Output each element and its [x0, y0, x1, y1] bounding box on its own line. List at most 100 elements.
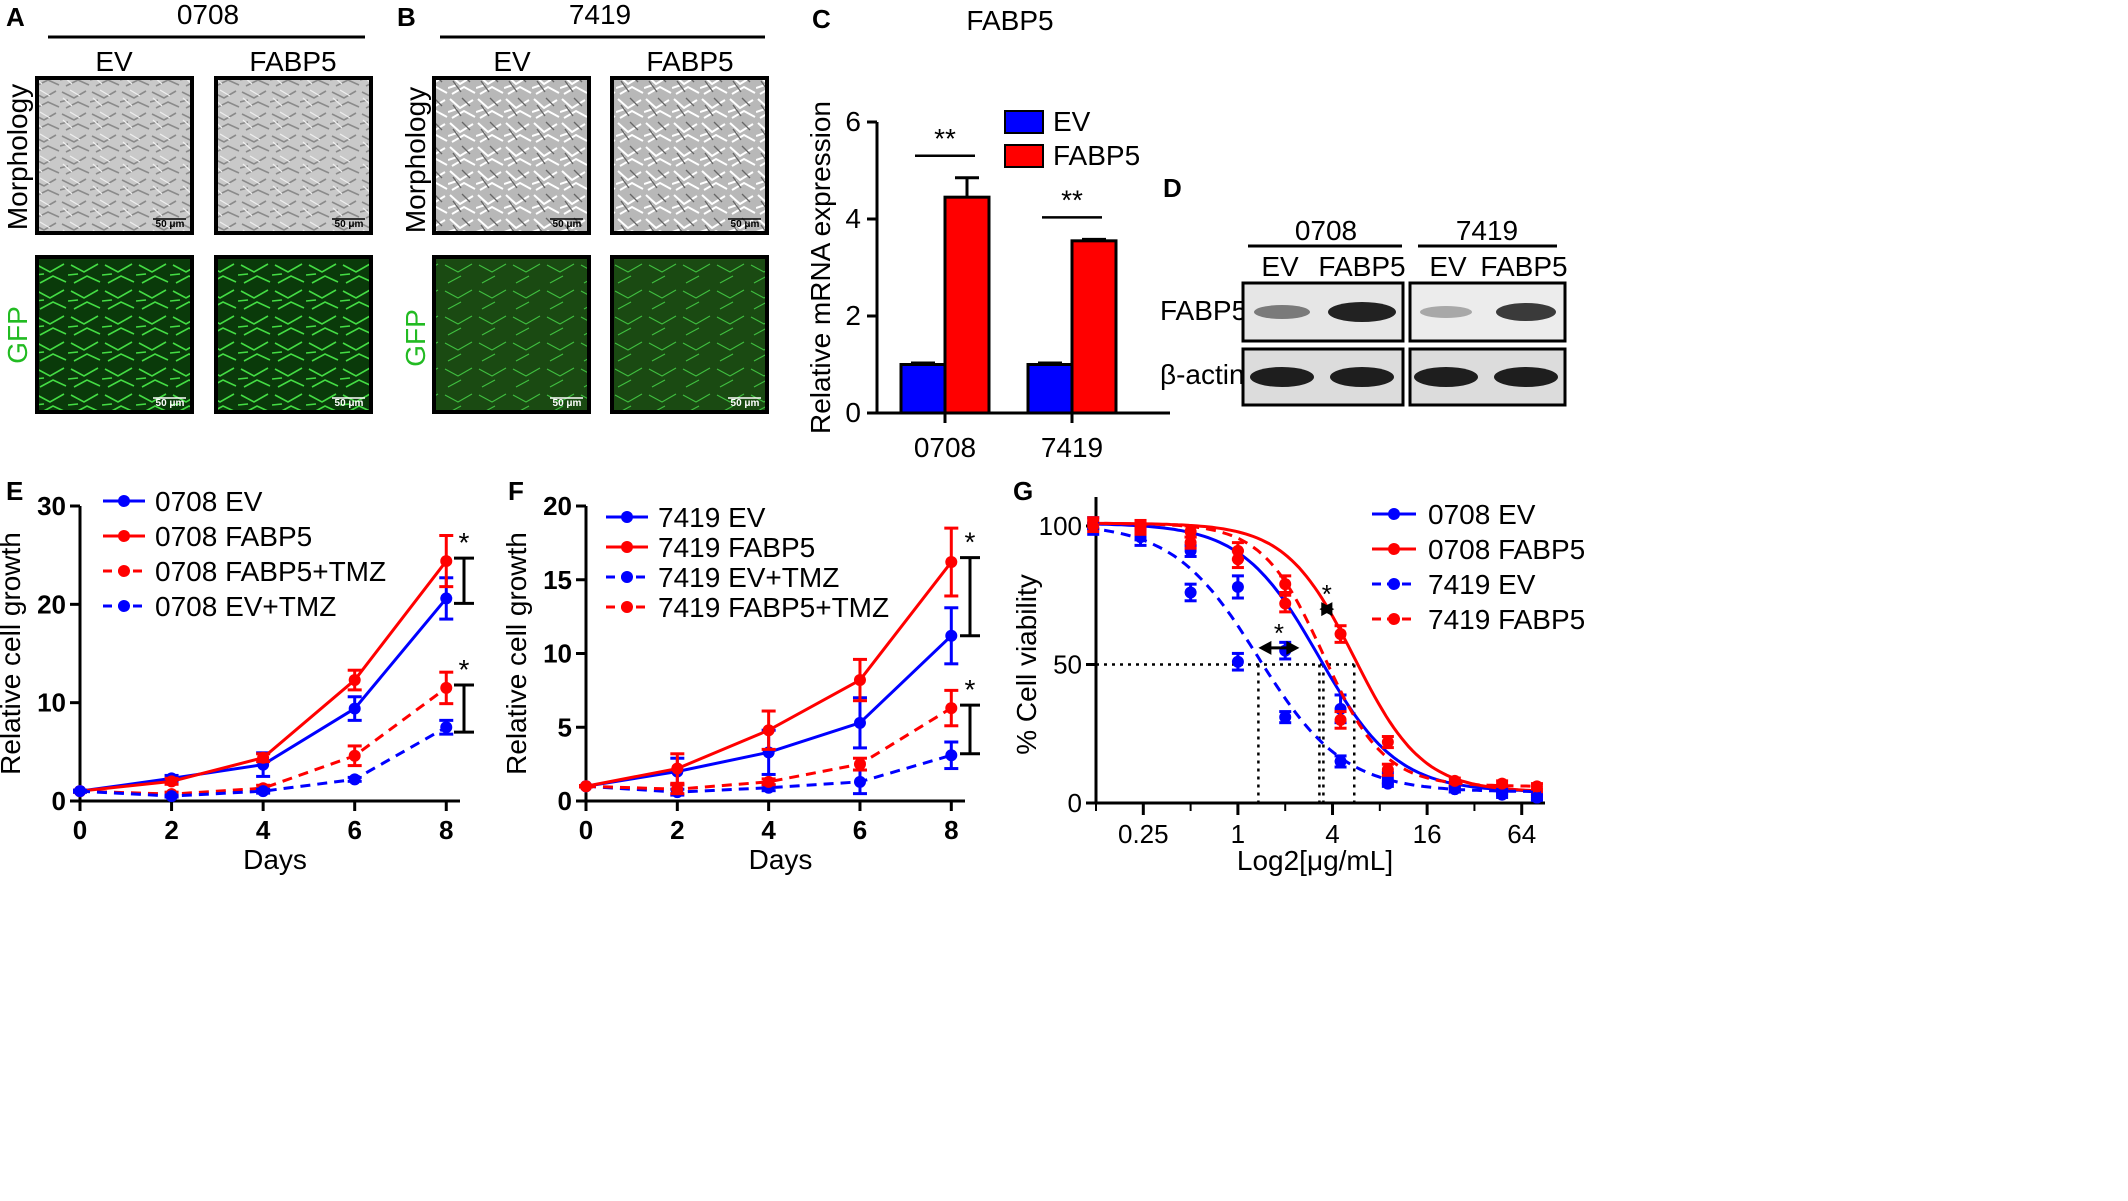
panel-a-letter: A: [6, 2, 25, 32]
data-point: [1231, 553, 1244, 566]
bar-ev-7419: [1026, 363, 1074, 415]
x-tick-label: 8: [944, 815, 958, 845]
x-tick-label: 6: [853, 815, 867, 845]
y-tick-label: 20: [37, 589, 66, 619]
data-point: [74, 785, 86, 798]
panel-c-letter: C: [812, 4, 831, 34]
legend-swatch: [1004, 110, 1044, 134]
y-tick-label: 10: [37, 688, 66, 718]
legend-marker: [1388, 578, 1400, 590]
panel-c: C FABP5 Relative mRNA expression 0 2 4 6 0708 *…: [805, 4, 1170, 463]
series-line-7419-ev-tmz: [585, 753, 952, 794]
panel-d: D 0708 7419 EV FABP5 EV FABP5 FABP5 β-ac…: [1160, 173, 1568, 407]
y-axis-label: Relative mRNA expression: [805, 101, 836, 434]
scale-label: 50 μm: [731, 219, 760, 230]
data-point: [1381, 736, 1394, 749]
bar-ev-0708: [899, 363, 947, 415]
fit-curve-7419-fabp5: [1087, 521, 1542, 788]
x-axis-label: Days: [749, 844, 813, 875]
legend-label: 7419 FABP5: [1428, 604, 1585, 635]
legend-label: 7419 FABP5: [658, 532, 815, 563]
legend-marker: [118, 565, 130, 577]
x-tick-label: 4: [761, 815, 776, 845]
fit-curve-7419-ev: [1087, 526, 1542, 794]
legend-marker: [118, 495, 130, 507]
scale-label: 50 μm: [335, 219, 364, 230]
x-tick-label: 0: [579, 815, 593, 845]
data-point: [1087, 520, 1100, 532]
panel-d-line2-label: 7419: [1456, 215, 1518, 246]
panel-d-row-actin: β-actin: [1160, 359, 1245, 390]
data-point: [1448, 774, 1461, 787]
data-point: [440, 555, 453, 568]
data-point: [762, 775, 775, 788]
y-tick-label: 100: [1039, 511, 1082, 541]
chart-title: FABP5: [966, 5, 1053, 36]
scale-label: 50 μm: [553, 219, 582, 230]
panel-f-letter: F: [508, 476, 524, 506]
data-point: [1381, 763, 1394, 776]
legend-label: 0708 EV+TMZ: [155, 591, 336, 622]
band: [1496, 303, 1556, 321]
panel-a: A 0708 EV FABP5 Morphology GFP 50 μm 50 …: [2, 0, 373, 414]
band: [1420, 306, 1472, 318]
significance-label: *: [1322, 579, 1332, 609]
data-point: [1530, 780, 1543, 793]
data-point: [1184, 586, 1197, 599]
legend-marker: [1388, 543, 1400, 555]
legend-label: 7419 EV+TMZ: [658, 562, 839, 593]
panel-b-cell-line: 7419: [569, 0, 631, 30]
data-point: [1134, 522, 1147, 535]
x-tick-label: 7419: [1041, 432, 1103, 463]
y-tick-label: 10: [543, 639, 572, 669]
panel-d-lane-ev-2: EV: [1429, 251, 1467, 282]
panel-f: F Relative cell growth Days 0 5 10 15 20 0 2 4 6 8 7…: [501, 476, 980, 875]
panel-d-lane-ev-1: EV: [1261, 251, 1299, 282]
x-tick-label: 16: [1413, 819, 1442, 849]
y-tick-label: 30: [37, 491, 66, 521]
panel-d-line1-label: 0708: [1295, 215, 1357, 246]
panel-b-row-morphology: Morphology: [400, 87, 431, 233]
y-axis-label: % Cell viability: [1011, 574, 1042, 755]
data-point: [348, 702, 361, 715]
legend-label: 7419 EV: [658, 502, 766, 533]
panel-b-morph-fabp5-image: [610, 76, 769, 235]
legend-label: EV: [1053, 106, 1091, 137]
legend-marker: [621, 511, 633, 523]
data-point: [945, 749, 958, 762]
data-point: [165, 775, 178, 788]
data-point: [440, 721, 453, 734]
data-point: [853, 716, 866, 729]
panel-b-letter: B: [397, 2, 416, 32]
significance-label: *: [965, 527, 976, 558]
y-tick-label: 6: [845, 106, 861, 137]
panel-d-row-fabp5: FABP5: [1160, 295, 1247, 326]
series-line-0708-ev-tmz: [79, 725, 448, 798]
panel-b-gfp-fabp5-image: [610, 255, 769, 414]
scale-label: 50 μm: [731, 398, 760, 409]
significance-label: **: [934, 123, 956, 154]
panel-a-morph-fabp5-image: [214, 76, 373, 235]
chart-c: FABP5 Relative mRNA expression 0 2 4 6 0708 ** 7…: [805, 5, 1170, 463]
panel-e: E Relative cell growth Days 0 10 20 30 0 2 4 6 8 07…: [0, 476, 474, 875]
panel-g: G % Cell viability Log2[μg/mL] 0 50 100 0.25 1…: [1011, 476, 1585, 876]
legend-marker: [621, 601, 633, 613]
band: [1250, 367, 1314, 387]
y-tick-label: 0: [1068, 788, 1082, 818]
data-point: [1334, 628, 1347, 641]
panel-g-letter: G: [1013, 476, 1033, 506]
x-tick-label: 4: [256, 815, 271, 845]
ic50-arrowhead: [1321, 602, 1335, 617]
x-tick-label: 0: [73, 815, 87, 845]
chart-e: Relative cell growth Days 0 10 20 30 0 2 4 6 8 0708…: [0, 486, 474, 875]
data-point: [1231, 580, 1244, 593]
data-point: [1334, 713, 1347, 726]
panel-a-col-fabp5: FABP5: [249, 46, 336, 77]
fit-curve-0708-ev: [1087, 522, 1542, 793]
data-point: [671, 762, 684, 775]
panel-a-cell-line: 0708: [177, 0, 239, 30]
panel-a-scale-bars: 50 μm 50 μm 50 μm 50 μm: [153, 218, 365, 409]
y-tick-label: 20: [543, 491, 572, 521]
data-point: [1184, 525, 1197, 538]
data-point: [440, 681, 453, 694]
